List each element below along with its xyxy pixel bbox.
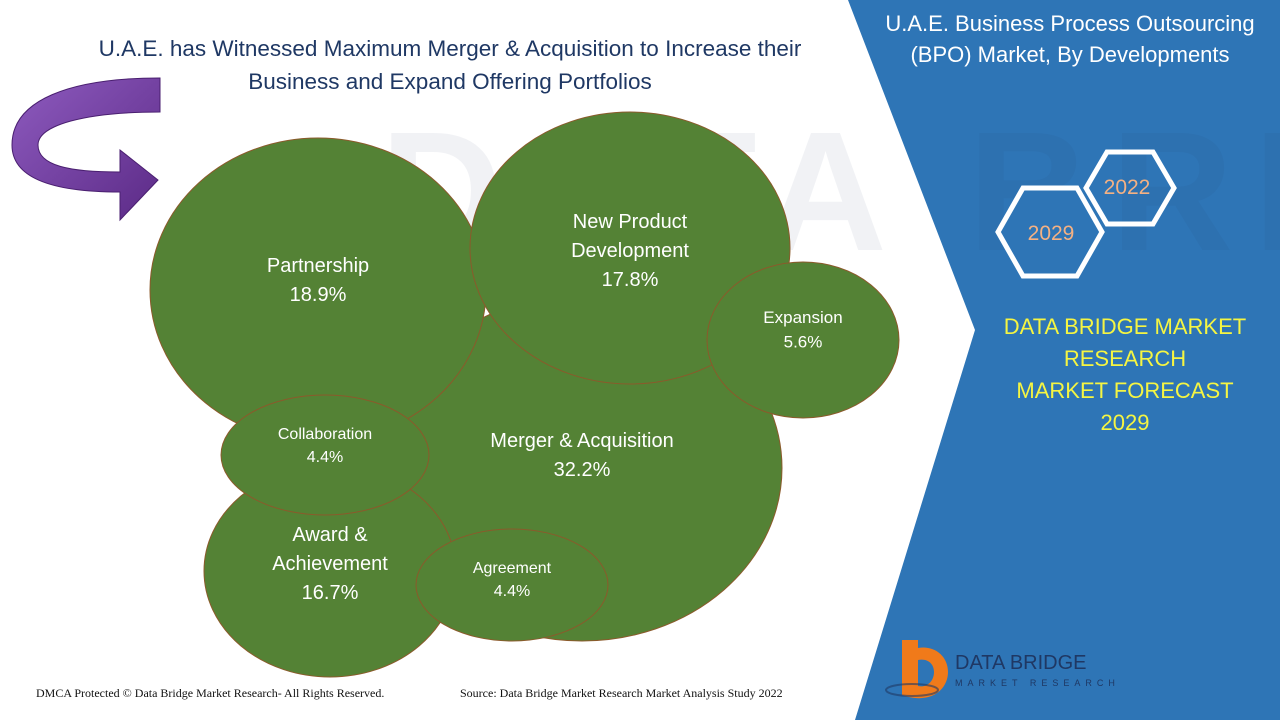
bubble-label-expansion: Expansion xyxy=(763,308,842,327)
bubble-agreement xyxy=(415,528,609,642)
forecast-line-1: DATA BRIDGE MARKET xyxy=(1003,314,1247,339)
bubble-value-partnership: 18.9% xyxy=(290,284,347,306)
bubble-label-merger-acquisition: Merger & Acquisition xyxy=(490,430,673,452)
bubble-value-agreement: 4.4% xyxy=(494,583,530,600)
forecast-block: DATA BRIDGE MARKET RESEARCH MARKET FOREC… xyxy=(980,311,1270,439)
data-bridge-logo: DATA BRIDGE MARKET RESEARCH xyxy=(885,640,1120,699)
report-title-line-2: (BPO) Market, By Developments xyxy=(910,42,1230,67)
logo-tagline: MARKET RESEARCH xyxy=(955,678,1120,688)
hexagon-2022 xyxy=(1083,149,1177,227)
logo-name: DATA BRIDGE xyxy=(955,652,1087,674)
curved-arrow-icon xyxy=(11,77,161,222)
bubble-label-new-product-development: Development xyxy=(571,240,689,262)
bubble-value-award-achievement: 16.7% xyxy=(302,582,359,604)
bubble-label-collaboration: Collaboration xyxy=(278,426,372,443)
hexagon-2029 xyxy=(995,185,1105,279)
bubble-label-award-achievement: Achievement xyxy=(272,553,388,575)
title-line-1: U.A.E. has Witnessed Maximum Merger & Ac… xyxy=(98,36,802,61)
bubble-value-new-product-development: 17.8% xyxy=(602,269,659,291)
report-title: U.A.E. Business Process Outsourcing (BPO… xyxy=(860,8,1280,70)
bubble-label-partnership: Partnership xyxy=(267,255,369,277)
forecast-line-4: 2029 xyxy=(1100,410,1150,435)
year-2029-label: 2029 xyxy=(1028,222,1075,245)
bubble-expansion xyxy=(706,261,900,419)
bubble-value-merger-acquisition: 32.2% xyxy=(554,459,611,481)
bubble-collaboration xyxy=(220,394,430,516)
bubble-label-agreement: Agreement xyxy=(473,560,552,577)
bubble-value-collaboration: 4.4% xyxy=(307,449,343,466)
bubble-value-expansion: 5.6% xyxy=(784,333,823,352)
bubble-label-new-product-development: New Product xyxy=(573,211,688,233)
report-title-line-1: U.A.E. Business Process Outsourcing xyxy=(885,11,1255,36)
forecast-line-2: RESEARCH xyxy=(1063,346,1187,371)
bubble-label-award-achievement: Award & xyxy=(292,524,368,546)
year-2022-label: 2022 xyxy=(1104,176,1151,199)
source-note: Source: Data Bridge Market Research Mark… xyxy=(460,686,783,700)
bubble-chart: Merger & Acquisition 32.2% Partnership 18.9… xyxy=(149,111,900,678)
forecast-line-3: MARKET FORECAST xyxy=(1016,378,1234,403)
title-line-2: Business and Expand Offering Portfolios xyxy=(248,69,652,94)
bubble-new-product-development xyxy=(469,111,791,385)
page-title: U.A.E. has Witnessed Maximum Merger & Ac… xyxy=(40,32,860,98)
copyright-notice: DMCA Protected © Data Bridge Market Rese… xyxy=(36,686,385,700)
